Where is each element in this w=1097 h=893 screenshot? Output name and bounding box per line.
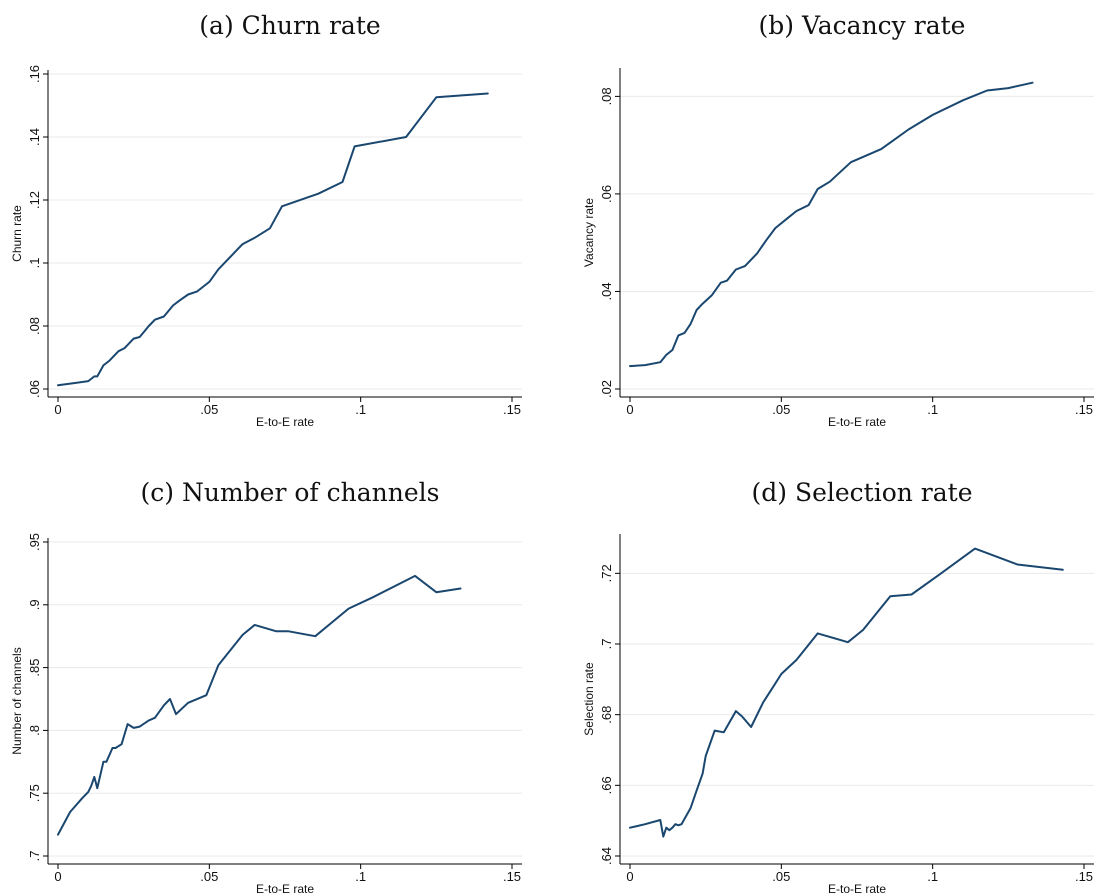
- x-tick-label: .1: [355, 869, 366, 884]
- x-tick-label: 0: [626, 869, 633, 884]
- x-tick-label: .15: [1075, 869, 1093, 884]
- y-tick-label: .1: [27, 258, 42, 269]
- x-tick-label: 0: [626, 402, 633, 417]
- x-tick-label: .15: [1075, 402, 1093, 417]
- x-tick-label: 0: [54, 402, 61, 417]
- x-tick-label: .1: [927, 869, 938, 884]
- y-tick-label: .04: [599, 282, 614, 300]
- y-tick-label: .85: [27, 659, 42, 677]
- x-tick-label: .15: [503, 869, 521, 884]
- series-line: [629, 547, 1064, 838]
- chart-title: (d) Selection rate: [751, 478, 973, 507]
- y-tick-label: .8: [27, 725, 42, 736]
- x-tick-label: .05: [772, 869, 790, 884]
- y-axis-title: Churn rate: [10, 205, 24, 262]
- x-tick-label: .15: [503, 402, 521, 417]
- y-tick-label: .02: [599, 380, 614, 398]
- y-tick-label: .08: [599, 87, 614, 105]
- x-axis-title: E-to-E rate: [256, 882, 314, 893]
- y-tick-label: .64: [599, 847, 614, 865]
- y-tick-label: .72: [599, 564, 614, 582]
- y-tick-label: .95: [27, 533, 42, 551]
- chart-panel: .64 .66 .68 .7 .72 0 .05 .1 .15 E-to-E rate Select…: [582, 534, 1094, 893]
- x-tick-label: .05: [772, 402, 790, 417]
- y-tick-label: .66: [599, 776, 614, 794]
- x-tick-label: .1: [355, 402, 366, 417]
- chart-title: (a) Churn rate: [199, 11, 381, 40]
- y-tick-label: .08: [27, 317, 42, 335]
- y-tick-label: .14: [27, 128, 42, 146]
- y-tick-label: .75: [27, 784, 42, 802]
- y-tick-label: .7: [27, 851, 42, 862]
- x-axis-title: E-to-E rate: [828, 415, 886, 429]
- x-tick-label: .05: [200, 402, 218, 417]
- y-tick-label: .7: [599, 639, 614, 650]
- series-line: [57, 92, 489, 387]
- y-axis-title: Vacancy rate: [582, 198, 596, 267]
- chart-panel: .7 .75 .8 .85 .9 .95 0 .05 .1 .15 E-to-E rate Numbe…: [10, 533, 522, 893]
- x-tick-label: 0: [54, 869, 61, 884]
- y-tick-label: .12: [27, 191, 42, 209]
- y-axis-title: Number of channels: [10, 647, 24, 754]
- y-axis-title: Selection rate: [582, 662, 596, 736]
- chart-title: (b) Vacancy rate: [758, 11, 966, 40]
- x-tick-label: .1: [927, 402, 938, 417]
- chart-title: (c) Number of channels: [140, 478, 440, 507]
- y-tick-label: .68: [599, 706, 614, 724]
- x-axis-title: E-to-E rate: [828, 882, 886, 893]
- y-tick-label: .9: [27, 599, 42, 610]
- y-tick-label: .16: [27, 65, 42, 83]
- y-tick-label: .06: [27, 380, 42, 398]
- series-line: [629, 81, 1034, 368]
- chart-panel: .06 .08 .1 .12 .14 .16 0 .05 .1 .15 E-to-E rate Chu…: [10, 65, 522, 429]
- chart-panel: .02 .04 .06 .08 0 .05 .1 .15 E-to-E rate Vacancy …: [582, 68, 1094, 429]
- x-axis-title: E-to-E rate: [256, 415, 314, 429]
- y-tick-label: .06: [599, 185, 614, 203]
- x-tick-label: .05: [200, 869, 218, 884]
- series-line: [57, 574, 462, 836]
